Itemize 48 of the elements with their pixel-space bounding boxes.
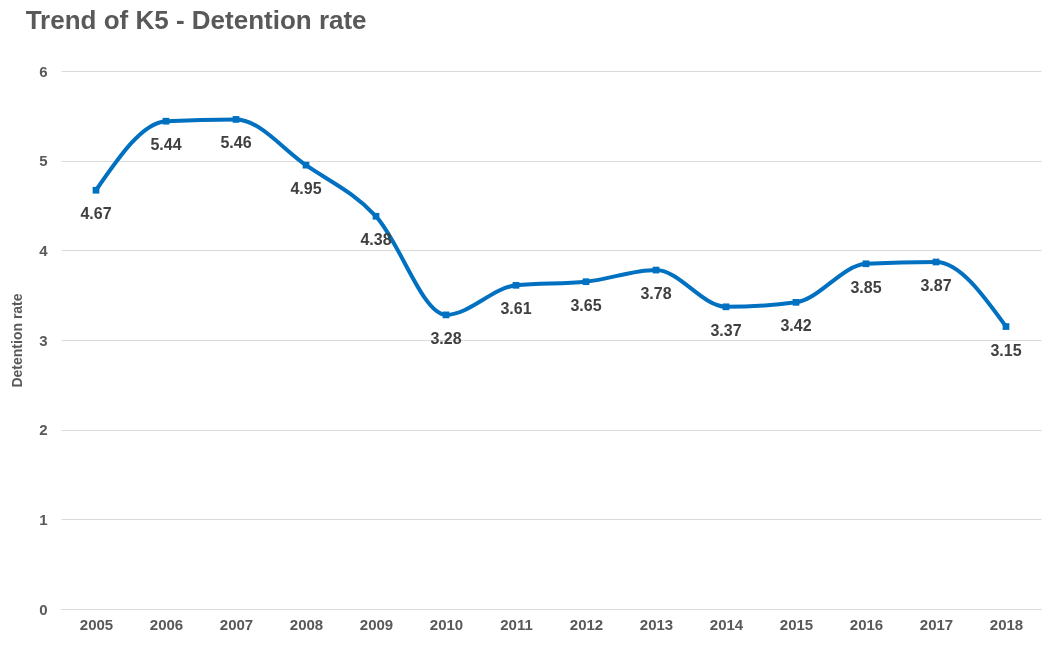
point: [862, 260, 870, 268]
chart-title: Trend of K5 - Detention rate: [25, 5, 367, 35]
y-axis-title: Detention rate: [9, 293, 26, 388]
x-tick-label: 2017: [919, 615, 954, 633]
point: [1002, 323, 1010, 330]
data-label: 4.95: [290, 180, 322, 198]
x-tick-label: 2006: [149, 615, 184, 633]
data-label: 5.46: [220, 134, 252, 152]
y-tick-label: 2: [39, 421, 48, 439]
y-tick-label: 6: [39, 62, 48, 80]
y-tick-label: 5: [39, 152, 48, 170]
y-tick-label: 1: [39, 510, 48, 528]
point: [582, 278, 590, 286]
data-label: 3.15: [990, 341, 1022, 359]
data-label: 3.37: [710, 321, 742, 339]
data-label: 3.85: [850, 278, 882, 296]
data-label: 3.61: [500, 300, 532, 318]
point: [162, 117, 170, 125]
data-label: 4.67: [80, 205, 112, 223]
x-tick-label: 2007: [219, 615, 254, 633]
x-tick-label: 2012: [569, 615, 604, 633]
x-tick-label: 2008: [289, 615, 324, 633]
point: [302, 161, 310, 169]
data-label: 4.38: [360, 231, 392, 249]
x-tick-label: 2016: [849, 615, 884, 633]
data-label: 3.65: [570, 296, 602, 314]
point: [722, 303, 730, 311]
data-label: 3.78: [640, 285, 672, 303]
x-tick-label: 2014: [709, 615, 744, 633]
point: [512, 281, 520, 289]
y-tick-label: 3: [39, 331, 48, 349]
point: [232, 116, 240, 123]
x-tick-label: 2018: [989, 615, 1024, 633]
data-label: 3.87: [920, 276, 952, 294]
data-label: 5.44: [150, 136, 182, 154]
data-label: 3.42: [780, 317, 812, 335]
x-tick-label: 2005: [79, 615, 114, 633]
y-tick-label: 4: [39, 241, 49, 259]
point: [92, 186, 100, 194]
x-tick-label: 2013: [639, 615, 674, 633]
x-tick-label: 2011: [500, 615, 533, 633]
point: [792, 298, 800, 306]
x-tick-label: 2009: [359, 615, 394, 633]
y-tick-label: 0: [39, 600, 48, 618]
point: [372, 212, 380, 220]
x-tick-label: 2010: [429, 615, 464, 633]
data-label: 3.28: [430, 329, 462, 347]
x-tick-label: 2015: [779, 615, 814, 633]
